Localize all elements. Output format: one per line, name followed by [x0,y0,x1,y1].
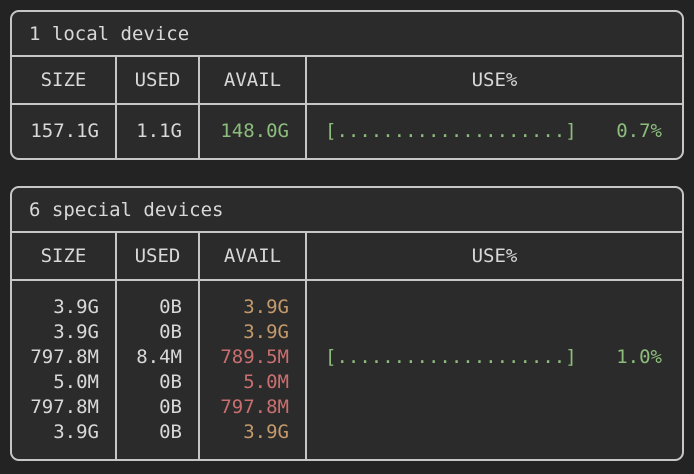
avail-value: 3.9G [243,421,289,443]
table-body: 3.9G 3.9G 797.8M 5.0M 797.8M 3.9G 0B 0B 8.4M 0B 0… [12,281,682,459]
column-header-size: SIZE [12,233,117,279]
used-value: 1.1G [136,120,182,142]
usage-line: [....................] 0.7% [307,119,682,144]
usage-line [307,370,682,395]
usage-percent: 1.0% [616,346,662,368]
size-value: 5.0M [53,371,99,393]
avail-column: 148.0G [200,105,307,158]
avail-value: 789.5M [220,346,289,368]
table-body: 157.1G 1.1G 148.0G [....................… [12,105,682,158]
avail-value: 5.0M [243,371,289,393]
usage-bar: [....................] [325,120,577,142]
used-value: 0B [159,396,182,418]
usage-line [307,395,682,420]
avail-value: 3.9G [243,296,289,318]
table-header: SIZE USED AVAIL USE% [12,233,682,281]
column-header-used: USED [117,57,200,103]
column-header-size: SIZE [12,57,117,103]
table-title-local: 1 local device [12,12,682,57]
column-header-avail: AVAIL [200,233,307,279]
use-percent-column: [....................] 0.7% [307,105,682,158]
column-header-used: USED [117,233,200,279]
usage-line: [....................] 1.0% [307,345,682,370]
local-devices-table: 1 local device SIZE USED AVAIL USE% 157.… [10,10,684,160]
size-value: 3.9G [53,296,99,318]
usage-bar: [....................] [325,346,577,368]
column-header-use-percent: USE% [471,245,518,267]
used-value: 0B [159,321,182,343]
avail-value: 3.9G [243,321,289,343]
size-value: 797.8M [30,396,99,418]
column-header-avail: AVAIL [200,57,307,103]
usage-line [307,295,682,320]
used-column: 1.1G [117,105,200,158]
usage-percent: 0.7% [616,120,662,142]
size-value: 157.1G [30,120,99,142]
size-column: 3.9G 3.9G 797.8M 5.0M 797.8M 3.9G [12,281,117,459]
size-value: 797.8M [30,346,99,368]
avail-value: 148.0G [220,120,289,142]
special-devices-table: 6 special devices SIZE USED AVAIL USE% 3… [10,186,684,461]
avail-column: 3.9G 3.9G 789.5M 5.0M 797.8M 3.9G [200,281,307,459]
size-value: 3.9G [53,321,99,343]
table-header: SIZE USED AVAIL USE% [12,57,682,105]
usage-line [307,320,682,345]
use-percent-column: [....................] 1.0% [307,281,682,459]
avail-value: 797.8M [220,396,289,418]
size-value: 3.9G [53,421,99,443]
table-title-special: 6 special devices [12,188,682,233]
used-column: 0B 0B 8.4M 0B 0B 0B [117,281,200,459]
used-value: 0B [159,421,182,443]
size-column: 157.1G [12,105,117,158]
used-value: 8.4M [136,346,182,368]
column-header-use-percent: USE% [471,69,518,91]
used-value: 0B [159,371,182,393]
usage-line [307,420,682,445]
used-value: 0B [159,296,182,318]
